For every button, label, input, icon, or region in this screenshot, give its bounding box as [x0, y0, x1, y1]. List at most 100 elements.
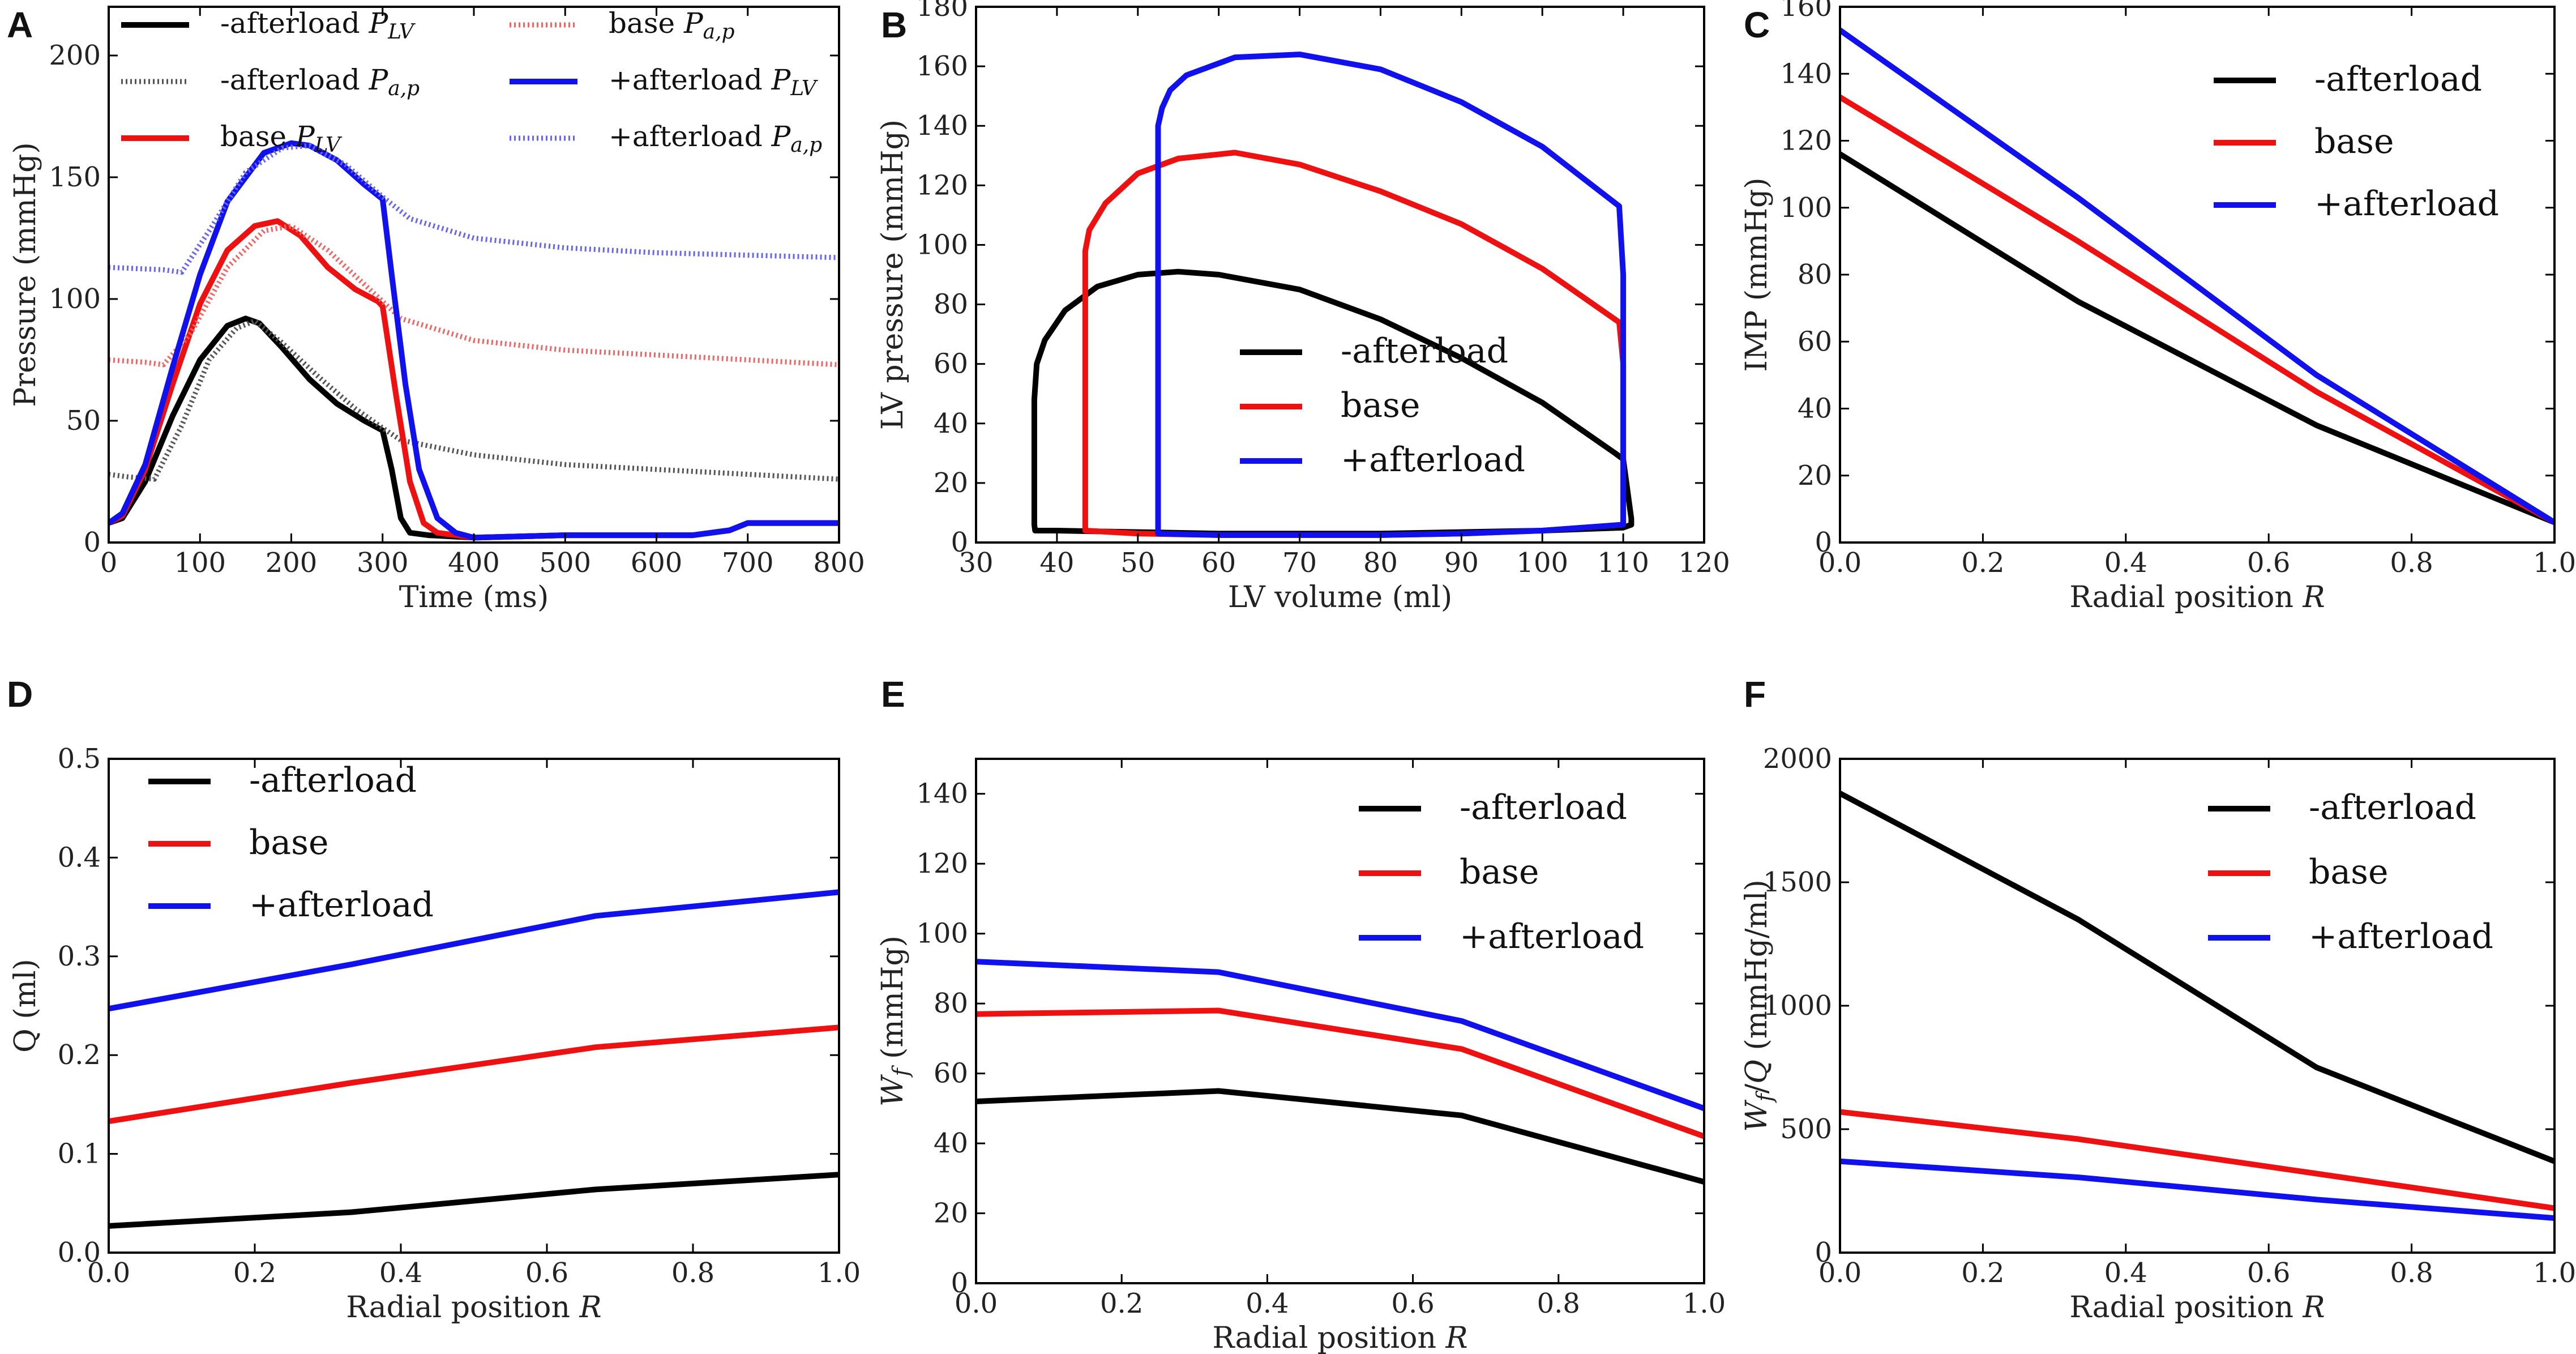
series-line-d-1 [109, 1024, 839, 1124]
y-tick-label-e-0: 0 [951, 1267, 968, 1299]
series-line-d-2 [109, 889, 839, 1012]
x-axis-title-c: Radial position R [2069, 580, 2325, 614]
y-tick-label-b-1: 20 [934, 467, 968, 499]
y-tick-label-e-5: 100 [916, 918, 968, 950]
x-tick-label-f-3: 0.6 [2247, 1257, 2290, 1289]
y-tick-label-c-0: 0 [1815, 527, 1832, 558]
legend-label-f-2: +afterload [2309, 917, 2493, 956]
x-tick-label-b-8: 110 [1597, 547, 1649, 579]
series-line-d-0 [109, 1172, 839, 1229]
legend-label-d-0: -afterload [249, 761, 417, 800]
series-line-c-1 [1840, 94, 2554, 526]
y-tick-label-f-0: 0 [1815, 1237, 1832, 1268]
y-tick-label-b-5: 100 [916, 229, 968, 260]
x-axis-title-f: Radial position R [2069, 1291, 2325, 1325]
chart-panel-b: 30 40 50 60 70 80 90 100 110 120 0 20 40 60 80 100 120 14… [876, 0, 1730, 614]
y-axis-title-d: Q (ml) [8, 959, 42, 1053]
y-tick-label-e-3: 60 [934, 1058, 968, 1090]
y-tick-label-b-4: 80 [934, 289, 968, 321]
series-line-b-2 [1155, 52, 1627, 538]
legend-label-b-1: base [1341, 386, 1420, 425]
chart-panel-f: 0.0 0.2 0.4 0.6 0.8 1.0 0 500 1000 1500 2000 Radial… [1740, 743, 2576, 1325]
legend-label-a-0: -afterload PLV [220, 7, 416, 44]
legend-label-d-2: +afterload [249, 885, 434, 925]
legend-b: -afterload base +afterload [1240, 331, 1525, 480]
series-group-b [1031, 52, 1634, 538]
x-tick-label-a-6: 600 [631, 547, 683, 579]
series-line-f-0 [1840, 791, 2554, 1164]
x-tick-label-c-2: 0.4 [2104, 547, 2147, 579]
y-tick-label-b-6: 120 [916, 169, 968, 201]
x-tick-label-d-3: 0.6 [525, 1257, 568, 1289]
y-tick-label-f-2: 1000 [1763, 990, 1832, 1022]
y-axis-title-c: IMP (mmHg) [1740, 177, 1774, 371]
y-axis-title-f: Wf/Q (mmHg/ml) [1740, 879, 1777, 1132]
x-tick-label-a-1: 100 [174, 547, 226, 579]
plot-frame-e [975, 758, 1705, 1284]
panel-letter-b: B [881, 5, 907, 45]
plot-frame-d [108, 758, 840, 1254]
y-tick-label-b-7: 140 [916, 110, 968, 142]
plot-frame-b [975, 6, 1705, 544]
legend-label-c-2: +afterload [2314, 184, 2499, 224]
x-tick-label-b-7: 100 [1516, 547, 1568, 579]
y-axis-title-a: Pressure (mmHg) [8, 142, 42, 407]
series-group-e [976, 959, 1704, 1185]
x-tick-label-a-8: 800 [813, 547, 865, 579]
series-line-e-2 [976, 959, 1704, 1112]
y-tick-label-d-0: 0.0 [58, 1237, 101, 1268]
y-tick-label-c-3: 60 [1798, 326, 1832, 357]
y-tick-label-d-4: 0.4 [58, 842, 101, 873]
y-tick-label-a-0: 0 [83, 527, 101, 558]
series-group-f [1840, 791, 2554, 1221]
y-tick-label-f-1: 500 [1780, 1113, 1832, 1145]
legend-c: -afterload base +afterload [2214, 59, 2499, 224]
x-tick-label-f-2: 0.4 [2104, 1257, 2147, 1289]
series-group-d [109, 889, 839, 1229]
x-tick-label-b-9: 120 [1678, 547, 1730, 579]
legend-label-a-5: +afterload Pa,p [609, 120, 822, 157]
y-tick-label-e-6: 120 [916, 848, 968, 879]
y-tick-label-c-4: 80 [1798, 259, 1832, 291]
series-line-a-5 [109, 143, 839, 275]
series-line-f-1 [1840, 1109, 2554, 1211]
panel-letter-c: C [1744, 5, 1770, 45]
legend-d: -afterload base +afterload [148, 761, 434, 925]
x-tick-label-d-0: 0.0 [87, 1257, 130, 1289]
panel-letter-f: F [1744, 674, 1766, 715]
y-tick-label-e-1: 20 [934, 1198, 968, 1229]
y-tick-label-c-2: 40 [1798, 393, 1832, 425]
series-group-a [109, 140, 839, 541]
x-tick-label-b-3: 60 [1201, 547, 1236, 579]
y-tick-label-b-9: 180 [916, 0, 968, 23]
chart-panel-c: 0.0 0.2 0.4 0.6 0.8 1.0 0 20 40 60 80 100 120 140 160 R… [1740, 0, 2576, 614]
y-tick-label-d-2: 0.2 [58, 1039, 101, 1071]
x-tick-label-d-5: 1.0 [818, 1257, 861, 1289]
x-tick-label-c-4: 0.8 [2390, 547, 2433, 579]
x-tick-label-d-4: 0.8 [671, 1257, 714, 1289]
legend-label-f-1: base [2309, 852, 2388, 892]
x-tick-label-e-3: 0.6 [1391, 1288, 1434, 1319]
legend-label-e-1: base [1460, 852, 1539, 892]
x-tick-label-f-0: 0.0 [1818, 1257, 1862, 1289]
x-tick-label-a-3: 300 [357, 547, 409, 579]
x-tick-label-c-5: 1.0 [2533, 547, 2576, 579]
legend-e: -afterload base +afterload [1359, 788, 1644, 956]
y-tick-label-b-8: 160 [916, 50, 968, 82]
y-tick-label-a-3: 150 [49, 161, 101, 193]
y-tick-label-a-4: 200 [49, 40, 101, 71]
chart-panel-e: 0.0 0.2 0.4 0.6 0.8 1.0 0 20 40 60 80 100 120 140 Radi… [876, 758, 1726, 1354]
y-tick-label-c-7: 140 [1780, 58, 1832, 89]
x-tick-label-e-2: 0.4 [1246, 1288, 1289, 1319]
y-tick-label-d-5: 0.5 [58, 743, 101, 775]
x-tick-label-d-1: 0.2 [233, 1257, 276, 1289]
x-tick-label-d-2: 0.4 [379, 1257, 422, 1289]
y-tick-label-c-5: 100 [1780, 192, 1832, 224]
y-axis-title-e: Wf (mmHg) [876, 936, 913, 1107]
x-tick-label-a-0: 0 [100, 547, 118, 579]
legend-label-a-1: -afterload Pa,p [220, 63, 420, 100]
legend-label-e-2: +afterload [1460, 917, 1644, 956]
legend-label-f-0: -afterload [2309, 788, 2476, 827]
